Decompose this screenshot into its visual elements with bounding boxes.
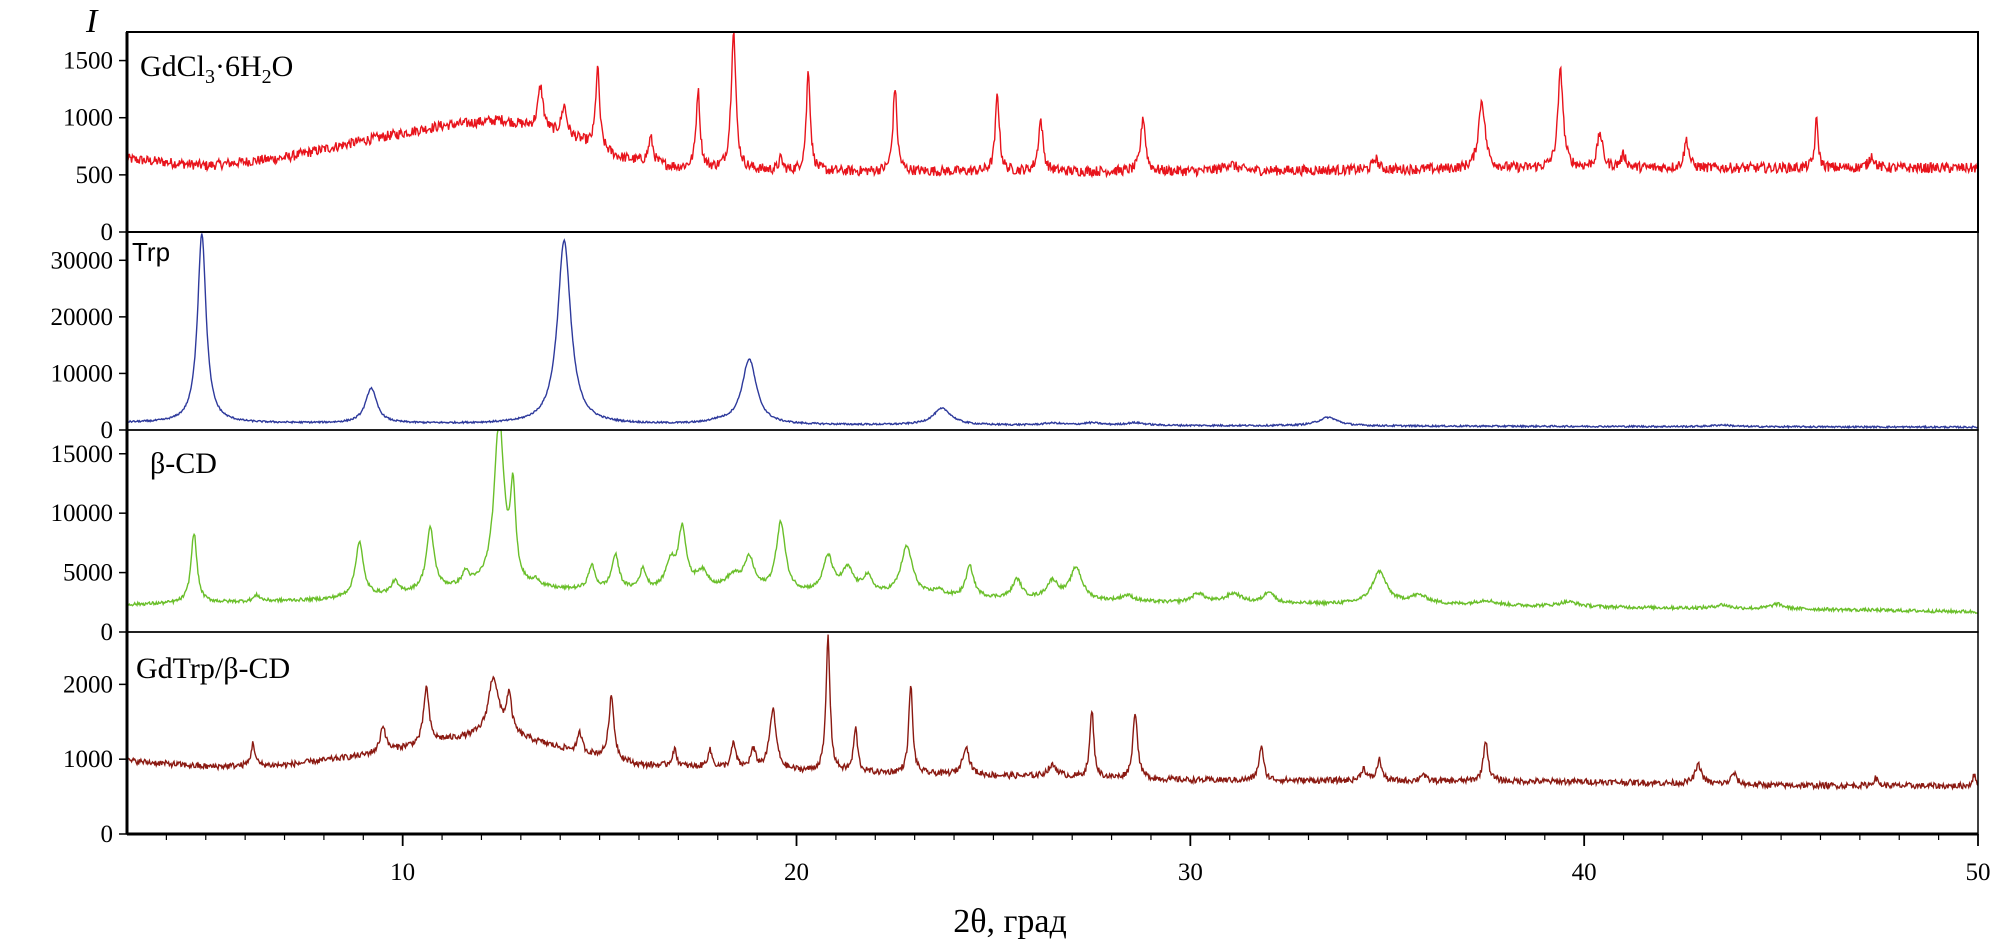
y-tick-label: 1000 xyxy=(63,105,113,132)
series-line-3 xyxy=(126,634,1979,791)
x-axis-title: 2θ, град xyxy=(953,903,1067,940)
y-tick-label: 10000 xyxy=(51,360,114,387)
x-tick-label: 20 xyxy=(784,859,809,886)
y-tick-label: 0 xyxy=(101,619,114,646)
y-tick-label: 1500 xyxy=(63,48,113,75)
x-tick-label: 30 xyxy=(1178,859,1203,886)
y-tick-label: 500 xyxy=(76,162,114,189)
y-tick-label: 5000 xyxy=(63,560,113,587)
y-tick-label: 1000 xyxy=(63,746,113,773)
axes: 0500100015000100002000030000050001000015… xyxy=(51,31,1991,886)
y-tick-label: 20000 xyxy=(51,304,114,331)
panel-label-gdcl3: GdCl3·6H2O xyxy=(140,50,293,88)
y-tick-label: 2000 xyxy=(63,671,113,698)
series-line-1 xyxy=(126,233,1979,430)
y-tick-label: 0 xyxy=(101,219,114,246)
series-line-2 xyxy=(126,429,1979,615)
y-tick-label: 0 xyxy=(101,821,114,848)
y-tick-label: 15000 xyxy=(51,441,114,468)
y-tick-label: 30000 xyxy=(51,247,114,274)
x-tick-label: 10 xyxy=(390,859,415,886)
panel-label-gdtrp-beta-cd: GdTrp/β-CD xyxy=(136,652,290,685)
y-tick-label: 10000 xyxy=(51,500,114,527)
x-tick-label: 50 xyxy=(1966,859,1991,886)
x-tick-label: 40 xyxy=(1572,859,1597,886)
series-line-0 xyxy=(126,32,1979,179)
panel-frame xyxy=(126,231,1979,431)
traces xyxy=(126,32,1979,791)
y-tick-label: 0 xyxy=(101,417,114,444)
y-axis-title: I xyxy=(85,3,99,40)
panel-frame xyxy=(126,631,1979,835)
panel-label-beta-cd: β-CD xyxy=(150,447,217,480)
panel-label-trp: Trp xyxy=(132,237,170,267)
panel-frame xyxy=(126,429,1979,633)
